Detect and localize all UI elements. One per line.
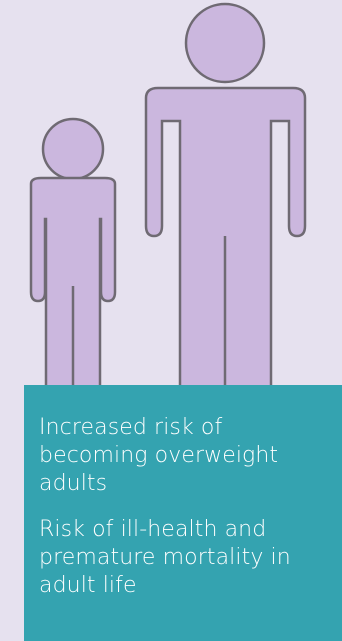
adult-head [184,2,266,84]
figures-area [29,2,307,394]
risk-text-overweight: Increased risk of becoming overweight ad… [39,415,279,496]
risk-text-mortality: Risk of ill-health and premature mortali… [39,517,291,598]
adult-person-icon [144,2,307,394]
child-person-icon [29,117,117,394]
risk-panel: Increased risk of becoming overweight ad… [24,385,342,641]
person-figures [29,2,307,394]
child-body [29,176,117,394]
child-head [41,117,105,181]
